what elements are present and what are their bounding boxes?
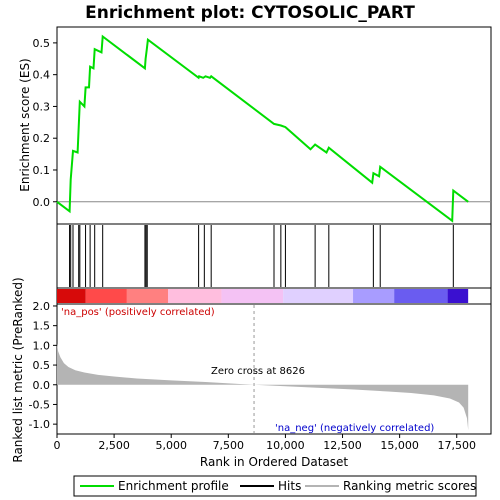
enrichment-profile — [56, 34, 469, 223]
es-y-tick-label: 0.3 — [33, 100, 51, 113]
heatmap-segment — [85, 289, 127, 303]
ranking-metric-area — [57, 305, 469, 433]
metric-y-tick-label: 1.5 — [33, 320, 51, 333]
x-axis-label: Rank in Ordered Dataset — [200, 455, 348, 469]
metric-y-tick-label: 2.0 — [33, 300, 51, 313]
enrichment-profile-line — [56, 34, 469, 223]
hit-markers — [69, 225, 454, 287]
heatmap-segment — [126, 289, 169, 303]
x-tick-label: 12,500 — [323, 439, 362, 452]
es-y-tick-label: 0.1 — [33, 164, 51, 177]
legend-box — [73, 475, 477, 497]
chart-title: Enrichment plot: CYTOSOLIC_PART — [85, 3, 415, 23]
metric-y-tick-label: 1.0 — [33, 339, 51, 352]
ranking-metric-fill — [57, 343, 469, 431]
x-axis: 0 2,500 5,000 7,500 10,000 12,500 15,000 17,500 — [54, 434, 476, 452]
legend-hits-label: Hits — [278, 479, 301, 493]
metric-y-tick-label: 0.5 — [33, 359, 51, 372]
heatmap-segment — [57, 289, 86, 303]
heatmap-segment — [353, 289, 395, 303]
x-tick-label: 15,000 — [380, 439, 419, 452]
metric-y-tick-label: -1.0 — [29, 418, 50, 431]
es-y-axis: 0.0 0.1 0.2 0.3 0.4 0.5 — [33, 37, 57, 209]
zero-cross-label: Zero cross at 8626 — [211, 366, 305, 377]
x-tick-label: 2,500 — [98, 439, 130, 452]
x-tick-label: 5,000 — [155, 439, 187, 452]
x-tick-label: 7,500 — [213, 439, 245, 452]
x-tick-label: 10,000 — [266, 439, 305, 452]
neg-correlated-label: 'na_neg' (negatively correlated) — [275, 423, 434, 434]
es-y-tick-label: 0.0 — [33, 196, 51, 209]
metric-y-tick-label: -0.5 — [29, 398, 50, 411]
heatmap-segment — [447, 289, 469, 303]
heatmap-segment — [394, 289, 448, 303]
es-y-axis-label: Enrichment score (ES) — [18, 58, 32, 191]
x-tick-label: 0 — [54, 439, 61, 452]
es-y-tick-label: 0.5 — [33, 37, 51, 50]
es-y-tick-label: 0.2 — [33, 132, 51, 145]
rank-heatmap-bar — [57, 289, 469, 303]
x-tick-label: 17,500 — [437, 439, 476, 452]
heatmap-segment — [168, 289, 222, 303]
pos-correlated-label: 'na_pos' (positively correlated) — [61, 307, 215, 318]
legend-metric-label: Ranking metric scores — [343, 479, 476, 493]
metric-y-tick-label: 0.0 — [33, 379, 51, 392]
legend-profile-label: Enrichment profile — [118, 479, 229, 493]
legend: Enrichment profile Hits Ranking metric s… — [73, 475, 477, 497]
heatmap-segment — [221, 289, 284, 303]
heatmap-segment — [283, 289, 354, 303]
metric-y-axis-label: Ranked list metric (PreRanked) — [11, 277, 25, 462]
es-y-tick-label: 0.4 — [33, 69, 51, 82]
metric-y-axis: -1.0 -0.5 0.0 0.5 1.0 1.5 2.0 — [29, 300, 57, 431]
